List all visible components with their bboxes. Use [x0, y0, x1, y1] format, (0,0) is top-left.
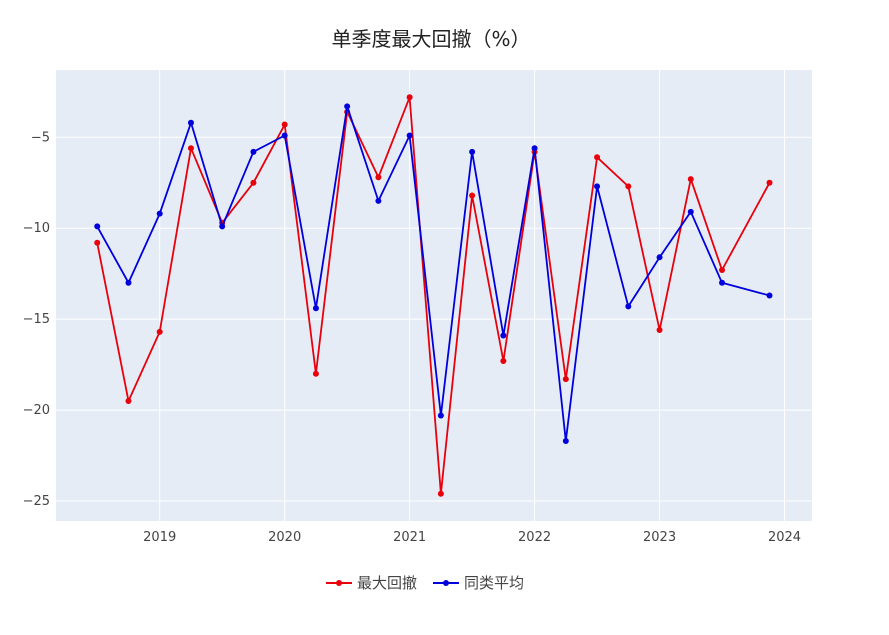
data-point	[594, 183, 601, 190]
data-point	[500, 332, 507, 339]
x-axis-ticks: 2019 2020 2021 2022 2023 2024	[143, 530, 801, 545]
x-tick-label: 2019	[143, 530, 176, 545]
data-point	[500, 357, 507, 364]
data-point	[94, 239, 101, 246]
data-point	[625, 183, 632, 190]
data-point	[562, 437, 569, 444]
y-tick-label: −25	[23, 494, 50, 509]
data-point	[406, 132, 413, 139]
data-point	[281, 132, 288, 139]
series-1	[94, 103, 773, 444]
data-point	[766, 292, 773, 299]
legend-label: 最大回撤	[357, 574, 417, 592]
data-point	[656, 254, 663, 261]
data-point	[687, 208, 694, 215]
legend-marker	[336, 580, 342, 586]
data-point	[625, 303, 632, 310]
data-point	[594, 154, 601, 161]
data-point	[344, 103, 351, 110]
data-point	[156, 210, 163, 217]
y-axis-ticks: −5 −10 −15 −20 −25	[23, 130, 50, 509]
x-tick-label: 2020	[268, 530, 301, 545]
data-point	[375, 174, 382, 181]
data-point	[125, 397, 132, 404]
data-point	[125, 279, 132, 286]
data-point	[406, 94, 413, 101]
series-line	[96, 105, 770, 442]
y-tick-label: −5	[31, 130, 50, 145]
legend-marker	[443, 580, 449, 586]
x-tick-label: 2022	[518, 530, 551, 545]
data-point	[437, 490, 444, 497]
data-point	[562, 376, 569, 383]
data-point	[469, 148, 476, 155]
data-point	[94, 223, 101, 230]
data-point	[281, 121, 288, 128]
data-point	[656, 327, 663, 334]
data-point	[156, 328, 163, 335]
data-point	[719, 279, 726, 286]
data-point	[437, 412, 444, 419]
y-tick-label: −20	[23, 403, 50, 418]
data-point	[375, 197, 382, 204]
y-tick-label: −10	[23, 221, 50, 236]
x-tick-label: 2024	[768, 530, 801, 545]
legend-item[interactable]: 最大回撤	[326, 574, 417, 592]
data-point	[187, 119, 194, 126]
y-tick-label: −15	[23, 312, 50, 327]
data-point	[187, 145, 194, 152]
data-point	[531, 145, 538, 152]
legend-item[interactable]: 同类平均	[433, 574, 524, 592]
series-line	[96, 96, 771, 495]
data-point	[469, 192, 476, 199]
data-point	[312, 370, 319, 377]
data-point	[719, 267, 726, 274]
plot-area	[56, 70, 812, 521]
data-point	[766, 179, 773, 186]
series-layer	[94, 94, 773, 497]
chart-title: 单季度最大回撤（%）	[331, 27, 530, 51]
legend[interactable]: 最大回撤 同类平均	[326, 574, 524, 592]
data-point	[250, 179, 257, 186]
data-point	[219, 223, 226, 230]
grid-lines	[56, 70, 812, 521]
data-point	[312, 305, 319, 312]
x-tick-label: 2023	[643, 530, 676, 545]
data-point	[250, 148, 257, 155]
data-point	[687, 176, 694, 183]
x-tick-label: 2021	[393, 530, 426, 545]
legend-label: 同类平均	[464, 574, 524, 592]
